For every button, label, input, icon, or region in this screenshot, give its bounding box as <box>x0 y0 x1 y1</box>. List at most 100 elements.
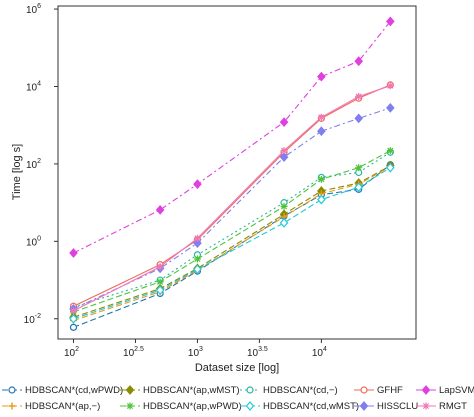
data-point <box>193 264 202 275</box>
series-line <box>73 21 391 254</box>
series-3 <box>69 81 394 310</box>
legend-marker <box>245 401 255 411</box>
data-point <box>156 263 164 271</box>
x-tick-label-exponent: 2 <box>75 346 79 353</box>
data-point <box>156 278 164 286</box>
series-9 <box>69 82 394 315</box>
legend-entry: HDBSCAN*(cd,wMST) <box>240 401 359 412</box>
x-tick-label-exponent: 2.5 <box>134 346 144 353</box>
series-4 <box>69 16 395 258</box>
data-point <box>155 204 165 215</box>
data-point <box>317 175 325 183</box>
y-tick-label-base: 10 <box>24 315 36 326</box>
x-tick-label-base: 10 <box>247 348 259 359</box>
legend-marker <box>8 402 16 410</box>
legend-label: HISSCLU <box>377 401 418 412</box>
legend-marker <box>125 385 135 395</box>
legend-entry: HDBSCAN*(ap,wMST) <box>120 385 240 396</box>
data-point <box>317 71 326 82</box>
x-tick-label-exponent: 4 <box>323 346 327 353</box>
x-tick-label-base: 10 <box>188 348 200 359</box>
y-tick-label: 10-2 <box>24 313 41 326</box>
y-tick-label: 104 <box>26 80 41 93</box>
y-tick-label: 100 <box>26 235 41 248</box>
x-tick-label-base: 10 <box>123 348 135 359</box>
legend-entry: GFHF <box>354 385 403 396</box>
data-point <box>386 16 395 27</box>
legend-entry: HISSCLU <box>354 401 418 412</box>
legend-entry: LapSVM <box>416 385 474 396</box>
data-point <box>193 179 202 190</box>
data-point <box>355 93 363 101</box>
legend: HDBSCAN*(cd,wPWD) HDBSCAN*(ap,wMST) HDBSCA… <box>2 385 474 412</box>
data-point <box>193 238 202 249</box>
series-layer <box>69 16 395 331</box>
data-point <box>354 56 363 67</box>
y-tick-label-exponent: 6 <box>37 3 41 10</box>
x-tick-label-base: 10 <box>312 348 324 359</box>
data-point <box>280 147 288 155</box>
x-axis: 102 102.5 103 103.5 104 <box>64 339 327 359</box>
y-tick-label-exponent: 0 <box>37 235 41 242</box>
legend-label: HDBSCAN*(cd,wPWD) <box>25 385 123 396</box>
series-line <box>73 84 391 307</box>
data-point <box>386 82 394 90</box>
legend-marker <box>246 386 254 394</box>
data-point <box>355 164 363 172</box>
series-8 <box>69 102 395 314</box>
legend-label: LapSVM <box>439 385 474 396</box>
legend-marker <box>8 386 16 394</box>
series-line <box>73 107 391 310</box>
legend-label: HDBSCAN*(ap,wMST) <box>143 385 240 396</box>
series-line <box>73 150 391 313</box>
series-line <box>73 167 391 320</box>
legend-entry: HDBSCAN*(ap,wPWD) <box>120 401 242 412</box>
data-point <box>279 152 289 163</box>
y-axis-title: Time [log s] <box>11 144 23 200</box>
y-tick-label-base: 10 <box>26 5 38 16</box>
data-point <box>279 217 289 228</box>
data-point <box>386 102 395 113</box>
x-tick-label: 103 <box>188 346 203 359</box>
data-point <box>69 313 78 324</box>
data-point <box>193 255 201 263</box>
data-point <box>354 182 363 193</box>
series-7 <box>69 162 395 324</box>
y-tick-label-base: 10 <box>26 160 38 171</box>
x-tick-label-exponent: 3 <box>199 346 203 353</box>
legend-label: HDBSCAN*(ap,−) <box>25 401 100 412</box>
data-point <box>279 117 289 128</box>
series-6 <box>69 147 394 316</box>
x-tick-label: 102 <box>64 346 79 359</box>
legend-marker <box>359 401 369 411</box>
legend-entry: HDBSCAN*(cd,−) <box>240 385 338 396</box>
data-point <box>69 307 77 315</box>
legend-marker <box>360 386 368 394</box>
data-point <box>354 113 363 124</box>
data-point <box>155 285 165 296</box>
legend-marker <box>421 385 431 395</box>
legend-label: HDBSCAN*(cd,wMST) <box>263 401 359 412</box>
data-point <box>386 162 395 173</box>
y-tick-label-exponent: 4 <box>37 80 41 87</box>
y-tick-label-exponent: 2 <box>37 158 41 165</box>
data-point <box>317 194 326 205</box>
legend-label: GFHF <box>377 385 403 396</box>
data-point <box>317 126 326 137</box>
x-axis-title: Dataset size [log] <box>195 362 279 374</box>
y-tick-label: 102 <box>26 158 41 171</box>
y-tick-label: 106 <box>26 3 41 16</box>
data-point <box>386 147 394 155</box>
plot-frame <box>57 5 417 340</box>
series-2 <box>69 148 394 311</box>
x-tick-label: 104 <box>312 346 327 359</box>
series-line <box>73 166 391 322</box>
data-point <box>280 202 288 210</box>
x-tick-label-exponent: 3.5 <box>258 346 268 353</box>
series-line <box>73 85 391 312</box>
legend-marker <box>422 402 430 410</box>
series-5 <box>69 163 394 325</box>
y-tick-label-base: 10 <box>26 237 38 248</box>
legend-marker <box>126 402 134 410</box>
